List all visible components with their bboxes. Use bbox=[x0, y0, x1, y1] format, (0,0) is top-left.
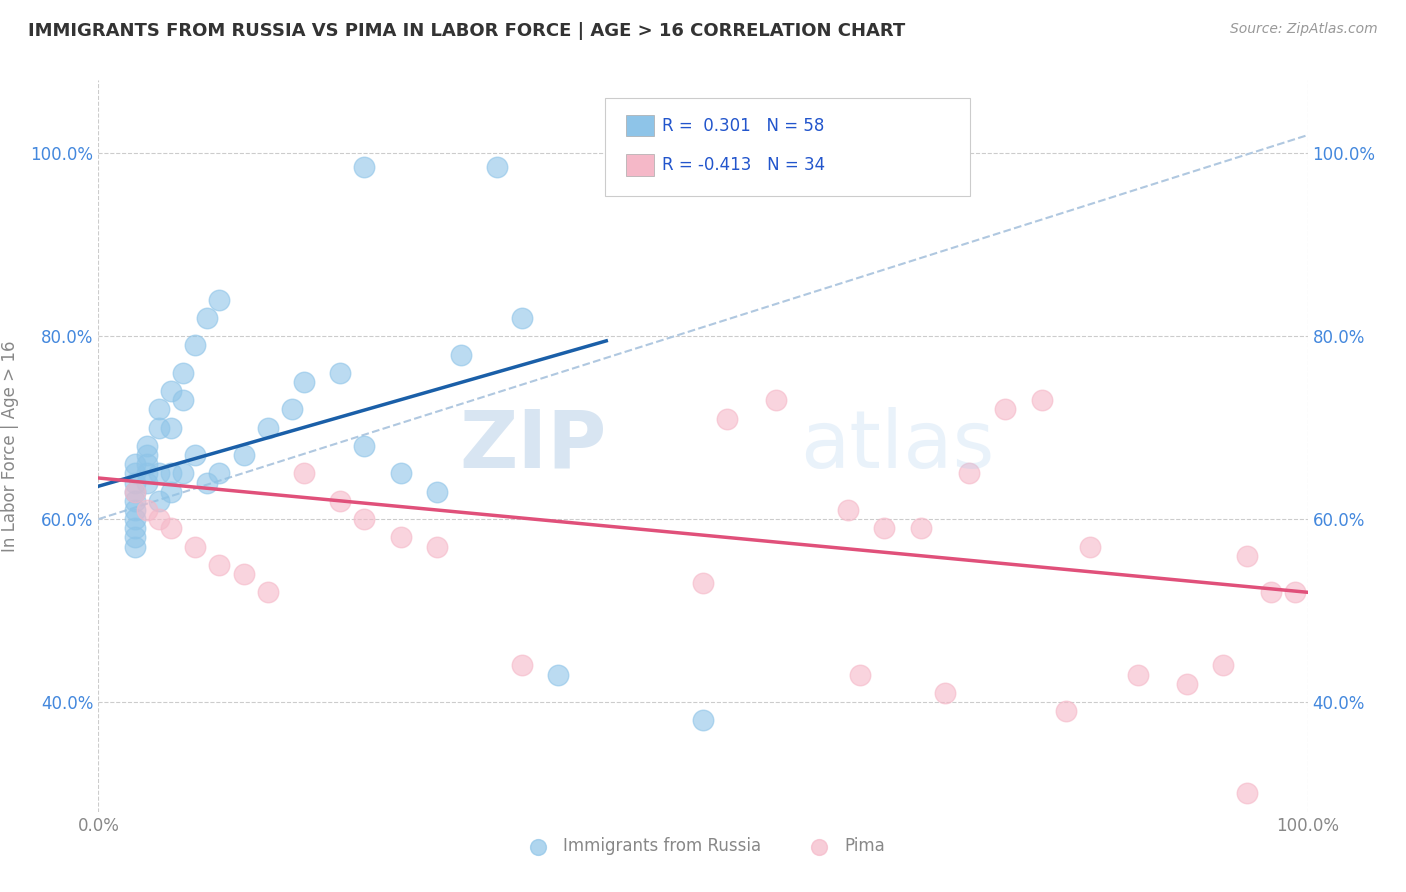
Point bbox=[1175, 676, 1198, 690]
Point bbox=[1236, 549, 1258, 563]
Point bbox=[353, 512, 375, 526]
Point bbox=[1212, 658, 1234, 673]
Point bbox=[172, 366, 194, 380]
Point bbox=[1054, 704, 1077, 718]
Text: Source: ZipAtlas.com: Source: ZipAtlas.com bbox=[1230, 22, 1378, 37]
Point bbox=[510, 311, 533, 326]
Point bbox=[195, 311, 218, 326]
Text: atlas: atlas bbox=[800, 407, 994, 485]
Point bbox=[281, 402, 304, 417]
Point bbox=[510, 658, 533, 673]
Point bbox=[910, 521, 932, 535]
Point bbox=[160, 467, 183, 481]
Legend: Immigrants from Russia, Pima: Immigrants from Russia, Pima bbox=[515, 830, 891, 862]
Point bbox=[389, 467, 412, 481]
Point bbox=[148, 512, 170, 526]
Point bbox=[292, 467, 315, 481]
Point bbox=[124, 540, 146, 554]
Point bbox=[232, 567, 254, 582]
Point bbox=[172, 393, 194, 408]
Point bbox=[994, 402, 1017, 417]
Point bbox=[1128, 667, 1150, 681]
Point bbox=[1031, 393, 1053, 408]
Point bbox=[765, 393, 787, 408]
Point bbox=[1078, 540, 1101, 554]
Text: IMMIGRANTS FROM RUSSIA VS PIMA IN LABOR FORCE | AGE > 16 CORRELATION CHART: IMMIGRANTS FROM RUSSIA VS PIMA IN LABOR … bbox=[28, 22, 905, 40]
Point bbox=[934, 686, 956, 700]
Point bbox=[256, 585, 278, 599]
Text: R =  0.301   N = 58: R = 0.301 N = 58 bbox=[662, 117, 824, 135]
Point bbox=[124, 457, 146, 471]
Point bbox=[148, 402, 170, 417]
Point bbox=[208, 293, 231, 307]
Point bbox=[184, 338, 207, 352]
Point bbox=[486, 160, 509, 174]
Point bbox=[135, 475, 157, 490]
Point bbox=[692, 576, 714, 591]
Point bbox=[135, 439, 157, 453]
Point bbox=[849, 667, 872, 681]
Point bbox=[124, 467, 146, 481]
Point bbox=[716, 411, 738, 425]
Point bbox=[135, 457, 157, 471]
Point bbox=[124, 484, 146, 499]
Point bbox=[160, 484, 183, 499]
Point bbox=[426, 540, 449, 554]
Point bbox=[329, 494, 352, 508]
Point bbox=[208, 467, 231, 481]
Point bbox=[208, 558, 231, 572]
Point bbox=[873, 521, 896, 535]
Point bbox=[135, 503, 157, 517]
Point bbox=[184, 540, 207, 554]
Point bbox=[135, 467, 157, 481]
Point bbox=[353, 439, 375, 453]
Point bbox=[329, 366, 352, 380]
Point bbox=[547, 667, 569, 681]
Point bbox=[232, 448, 254, 462]
Text: ZIP: ZIP bbox=[458, 407, 606, 485]
Text: R = -0.413   N = 34: R = -0.413 N = 34 bbox=[662, 156, 825, 174]
Point bbox=[837, 503, 859, 517]
Point bbox=[1284, 585, 1306, 599]
Point bbox=[124, 521, 146, 535]
Point bbox=[426, 484, 449, 499]
Point bbox=[124, 475, 146, 490]
Point bbox=[292, 375, 315, 389]
Point bbox=[124, 530, 146, 544]
Point bbox=[135, 448, 157, 462]
Point bbox=[256, 421, 278, 435]
Point bbox=[124, 503, 146, 517]
Point bbox=[1260, 585, 1282, 599]
Point bbox=[148, 494, 170, 508]
Point bbox=[195, 475, 218, 490]
Point bbox=[957, 467, 980, 481]
Point bbox=[124, 494, 146, 508]
Point bbox=[353, 160, 375, 174]
Point bbox=[184, 448, 207, 462]
Point bbox=[450, 347, 472, 362]
Point bbox=[124, 484, 146, 499]
Point bbox=[389, 530, 412, 544]
Point bbox=[160, 521, 183, 535]
Y-axis label: In Labor Force | Age > 16: In Labor Force | Age > 16 bbox=[1, 340, 20, 552]
Point bbox=[160, 421, 183, 435]
Point bbox=[124, 512, 146, 526]
Point bbox=[172, 467, 194, 481]
Point bbox=[148, 467, 170, 481]
Point bbox=[160, 384, 183, 399]
Point bbox=[148, 421, 170, 435]
Point bbox=[692, 714, 714, 728]
Point bbox=[1236, 787, 1258, 801]
